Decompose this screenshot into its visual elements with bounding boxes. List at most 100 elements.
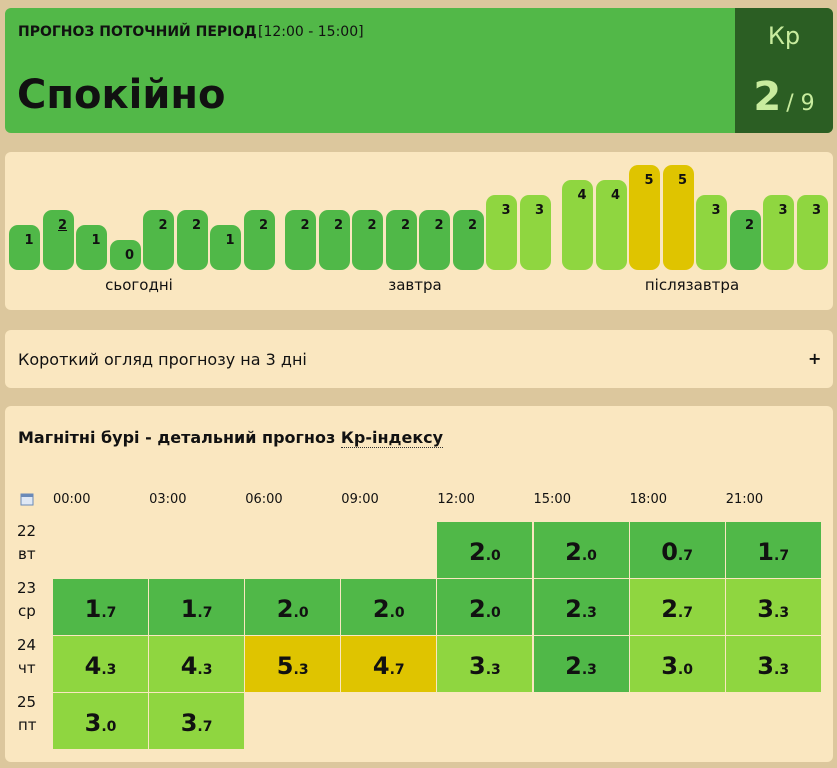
- kp-cell: 1.7: [149, 579, 245, 635]
- kp-fraction: .3: [101, 662, 117, 678]
- kp-bar-label: 2: [367, 218, 377, 233]
- kp-bar: 3: [796, 195, 828, 270]
- time-header: 15:00: [533, 492, 571, 507]
- kp-whole: 2: [565, 538, 582, 566]
- kp-cell: 2.0: [437, 579, 533, 635]
- kp-cell: 2.0: [533, 522, 629, 578]
- kp-bar-label: 5: [678, 173, 688, 188]
- kp-bar-label: 2: [259, 218, 269, 233]
- group-label: завтра: [388, 276, 442, 294]
- header-period: [12:00 - 15:00]: [258, 24, 364, 40]
- kp-bar-label: 2: [468, 218, 478, 233]
- kp-bar: 3: [519, 195, 551, 270]
- kp-bar-label: 3: [778, 203, 788, 218]
- kp-cell: 4.3: [149, 636, 245, 692]
- kp-cell: 3.0: [53, 693, 148, 749]
- kp-bar-label: 2: [401, 218, 411, 233]
- table-title-row: Магнітні бурі - детальний прогноз Кр-інд…: [18, 428, 444, 448]
- kp-scale: / 9: [786, 91, 815, 116]
- time-header: 21:00: [725, 492, 764, 507]
- kp-bar: 2: [285, 210, 316, 270]
- kp-whole: 3: [180, 709, 198, 737]
- kp-bar: 4: [562, 180, 593, 270]
- kp-bar-label: 2: [192, 218, 202, 233]
- kp-bar: 2: [143, 210, 174, 270]
- kp-cell: 4.3: [53, 636, 148, 692]
- kp-value-row: 2 / 9: [735, 74, 833, 120]
- kp-fraction: .7: [389, 662, 405, 678]
- kp-fraction: .0: [101, 719, 117, 735]
- kp-bar: 3: [696, 195, 727, 270]
- table-title: Магнітні бурі - детальний прогноз: [18, 428, 341, 447]
- kp-bar: 2: [352, 210, 383, 270]
- title-link[interactable]: Кр-індексу: [340, 428, 444, 448]
- kp-bar: 4: [595, 180, 627, 270]
- kp-fraction: .0: [581, 548, 597, 564]
- header-label: ПРОГНОЗ ПОТОЧНИЙ ПЕРІОД: [18, 24, 257, 40]
- kp-bar: 2: [243, 210, 275, 270]
- kp-bar-label: 1: [225, 233, 235, 248]
- kp-fraction: .0: [485, 548, 501, 564]
- overview-panel[interactable]: Короткий огляд прогнозу на 3 дні +: [5, 330, 833, 388]
- kp-whole: 2: [565, 652, 582, 680]
- kp-bar-label: 4: [611, 188, 621, 203]
- time-header: 18:00: [629, 492, 668, 507]
- kp-fraction: .3: [774, 605, 790, 621]
- time-header: 00:00: [53, 492, 91, 507]
- kp-whole: 2: [565, 595, 582, 623]
- time-header: 09:00: [341, 492, 379, 507]
- kp-fraction: .3: [774, 662, 790, 678]
- kp-fraction: .7: [774, 548, 790, 564]
- kp-whole: 1: [180, 595, 198, 623]
- day: 24: [17, 636, 37, 654]
- kp-bar-label: 2: [58, 218, 68, 233]
- kp-fraction: .3: [581, 662, 597, 678]
- status: Спокійно: [17, 72, 226, 118]
- kp-bar: 5: [662, 165, 694, 270]
- kp-whole: 2: [469, 538, 486, 566]
- kp-bar-label: 4: [577, 188, 587, 203]
- kp-bar: 2: [176, 210, 208, 270]
- kp-whole: 3: [84, 709, 102, 737]
- kp-label: Кр: [767, 22, 801, 50]
- day: 22: [17, 522, 37, 540]
- kp-bar: 0: [109, 240, 141, 270]
- kp-fraction: .3: [293, 662, 309, 678]
- kp-cell: 2.3: [533, 579, 629, 635]
- kp-bar: 2: [42, 210, 74, 270]
- weekday: пт: [18, 716, 37, 734]
- kp-bar-label: 3: [501, 203, 511, 218]
- kp-fraction: .7: [101, 605, 117, 621]
- kp-whole: 2: [372, 595, 390, 623]
- kp-cell: 5.3: [245, 636, 341, 692]
- kp-cell: 3.3: [725, 636, 821, 692]
- kp-whole: 2: [469, 595, 486, 623]
- kp-bar: 3: [763, 195, 794, 270]
- kp-whole: 3: [661, 652, 678, 680]
- kp-whole: 2: [276, 595, 294, 623]
- weekday: чт: [18, 659, 36, 677]
- kp-whole: 3: [757, 652, 774, 680]
- header-panel: ПРОГНОЗ ПОТОЧНИЙ ПЕРІОД [12:00 - 15:00] …: [5, 8, 833, 133]
- forecast-panel: 1 2 1 0 2 2 1 2 сьогодні 2 2 2 2 2 2 3 3 завтра 4 4 5 5 3 2 3 3 пі…: [5, 152, 833, 310]
- kp-bar: 1: [210, 225, 241, 270]
- kp-bar-label: 2: [158, 218, 168, 233]
- kp-bar: 2: [385, 210, 417, 270]
- day: 25: [17, 693, 37, 711]
- kp-cell: 1.7: [53, 579, 148, 635]
- kp-whole: 0: [661, 538, 678, 566]
- kp-bar-label: 3: [711, 203, 721, 218]
- time-header: 12:00: [437, 492, 475, 507]
- kp-fraction: .0: [389, 605, 405, 621]
- kp-bar: 2: [452, 210, 484, 270]
- kp-bar: 1: [9, 225, 40, 270]
- kp-bar-label: 2: [434, 218, 444, 233]
- overview-toggle[interactable]: +: [808, 349, 822, 368]
- weekday: вт: [18, 545, 36, 563]
- kp-fraction: .0: [677, 662, 693, 678]
- kp-bar-label: 3: [812, 203, 822, 218]
- kp-whole: 3: [469, 652, 486, 680]
- kp-cell: 4.7: [341, 636, 437, 692]
- weekday: ср: [18, 602, 36, 620]
- kp-fraction: .0: [485, 605, 501, 621]
